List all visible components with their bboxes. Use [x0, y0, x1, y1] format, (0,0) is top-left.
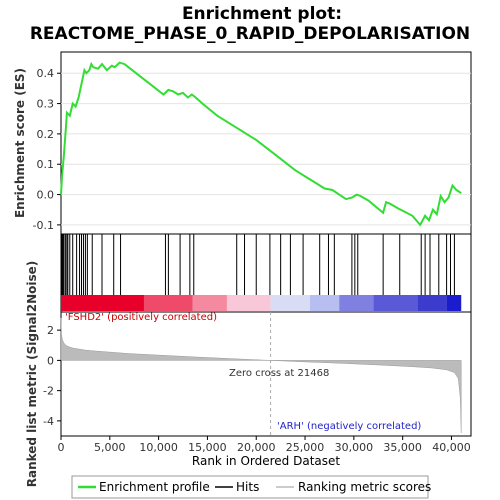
- es-y-tick-label: 0.4: [37, 67, 55, 80]
- es-y-tick-label: -0.1: [33, 219, 54, 232]
- chart-title: Enrichment plot:: [182, 4, 342, 24]
- legend-hits-label: Hits: [236, 480, 259, 494]
- ranking-metric-area: [60, 317, 462, 434]
- hit-lines: [61, 234, 455, 295]
- heatmap-segment: [143, 295, 193, 311]
- ranking-heatmap: [61, 295, 462, 311]
- metric-y-tick-label: 0: [47, 354, 54, 367]
- metric-y-tick-label: -4: [43, 415, 54, 428]
- heatmap-segment: [446, 295, 462, 311]
- x-tick-label: 10,000: [139, 441, 178, 454]
- legend-metric-label: Ranking metric scores: [298, 480, 431, 494]
- negative-correlation-label: 'ARH' (negatively correlated): [277, 421, 421, 432]
- zero-cross-label: Zero cross at 21468: [229, 368, 329, 379]
- es-panel-frame: [60, 51, 472, 235]
- x-axis-label: Rank in Ordered Dataset: [192, 454, 340, 468]
- es-panel: -0.1 0.0 0.1 0.2 0.3 0.4 Enrichment score (ES…: [13, 51, 472, 235]
- es-y-tick-label: 0.0: [37, 189, 55, 202]
- x-tick-label: 25,000: [286, 441, 325, 454]
- positive-correlation-label: 'FSHD2' (positively correlated): [65, 312, 217, 323]
- heatmap-segment: [226, 295, 271, 311]
- x-tick-label: 15,000: [188, 441, 227, 454]
- legend-profile-label: Enrichment profile: [99, 480, 210, 494]
- metric-y-tick-label: -2: [43, 385, 54, 398]
- metric-y-tick-label: 2: [47, 324, 54, 337]
- es-y-ticks: -0.1 0.0 0.1 0.2 0.3 0.4: [33, 67, 61, 232]
- heatmap-segment: [61, 295, 144, 311]
- heatmap-segment: [192, 295, 227, 311]
- x-axis-ticks: 0 5,000 10,000 15,000 20,000 25,000 30,000 35,0…: [58, 436, 471, 454]
- hits-panel: [60, 233, 472, 313]
- es-y-tick-label: 0.1: [37, 158, 55, 171]
- es-y-axis-label: Enrichment score (ES): [13, 68, 27, 218]
- metric-y-axis-label: Ranked list metric (Signal2Noise): [25, 261, 39, 488]
- x-tick-label: 40,000: [432, 441, 471, 454]
- x-tick-label: 0: [58, 441, 65, 454]
- es-grid: [61, 72, 471, 226]
- es-y-tick-label: 0.3: [37, 98, 55, 111]
- es-y-tick-label: 0.2: [37, 128, 55, 141]
- metric-panel-frame: [60, 311, 472, 437]
- heatmap-segment: [309, 295, 340, 311]
- heatmap-segment: [339, 295, 374, 311]
- x-tick-label: 5,000: [94, 441, 126, 454]
- metric-y-ticks: -4 -2 0 2: [43, 324, 61, 428]
- heatmap-segment: [270, 295, 310, 311]
- legend-frame: [71, 475, 429, 499]
- enrichment-profile-line: [60, 61, 462, 227]
- x-tick-label: 30,000: [335, 441, 374, 454]
- legend: Enrichment profile Hits Ranking metric s…: [71, 475, 431, 499]
- chart-subtitle: REACTOME_PHASE_0_RAPID_DEPOLARISATION: [30, 24, 470, 44]
- heatmap-segment: [373, 295, 418, 311]
- heatmap-segment: [417, 295, 447, 311]
- metric-panel: -4 -2 0 2 0 5,000 10,000 15,000 20,000 25,000 30,…: [25, 261, 472, 488]
- x-tick-label: 20,000: [237, 441, 276, 454]
- x-tick-label: 35,000: [383, 441, 422, 454]
